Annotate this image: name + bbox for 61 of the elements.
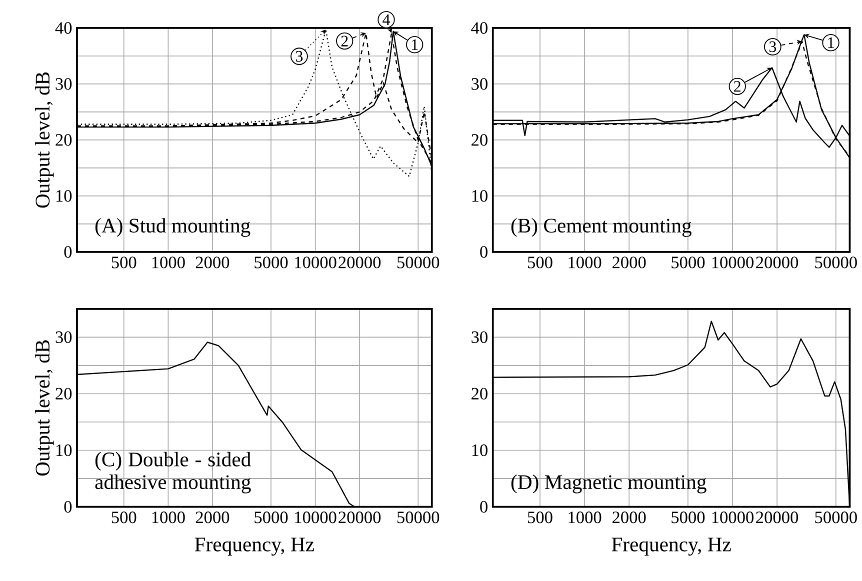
series-label: 1 <box>828 38 834 48</box>
x-tick-label: 20000 <box>756 512 798 524</box>
x-tick-label: 20000 <box>756 256 798 268</box>
x-tick-label: 5000 <box>672 512 705 524</box>
y-axis-title: Output level, dB <box>35 72 54 208</box>
x-tick-label: 2000 <box>612 512 646 524</box>
y-tick-label: 30 <box>56 78 72 90</box>
y-tick-label: 10 <box>472 444 488 456</box>
x-tick-label: 50000 <box>397 512 440 524</box>
x-tick-label: 50000 <box>815 512 857 524</box>
y-tick-label: 20 <box>472 388 488 400</box>
x-tick-label: 1000 <box>152 256 185 268</box>
y-tick-label: 10 <box>56 190 72 202</box>
x-axis-title: Frequency, Hz <box>194 538 314 556</box>
y-tick-label: 30 <box>56 331 72 344</box>
x-tick-label: 20000 <box>338 512 381 524</box>
x-axis-title: Frequency, Hz <box>612 538 731 556</box>
text: (C) Double - sided adhesive mounting <box>95 452 251 494</box>
x-tick-label: 500 <box>112 512 136 524</box>
y-tick-label: 20 <box>472 134 488 146</box>
x-tick-label: 500 <box>528 256 552 268</box>
x-tick-label: 1000 <box>152 512 185 524</box>
y-tick-label: 30 <box>472 78 488 90</box>
x-tick-label: 5000 <box>254 256 288 268</box>
x-tick-label: 5000 <box>254 512 288 524</box>
x-tick-label: 1000 <box>568 512 602 524</box>
y-tick-label: 40 <box>55 22 72 34</box>
y-tick-label: 0 <box>480 501 488 513</box>
legend-label: 3 <box>296 51 303 62</box>
legend-label: 3 <box>769 41 776 52</box>
y-tick-label: 20 <box>56 134 72 146</box>
x-tick-label: 50000 <box>397 256 440 268</box>
x-tick-label: 500 <box>112 256 136 268</box>
text: (B) Cement mounting <box>511 218 692 237</box>
text: (A) Stud mounting <box>95 218 250 237</box>
x-tick-label: 20000 <box>338 256 381 268</box>
y-tick-label: 0 <box>64 501 72 513</box>
y-tick-label: 10 <box>56 444 72 456</box>
y-tick-label: 0 <box>480 246 488 258</box>
x-tick-label: 2000 <box>612 256 646 268</box>
x-tick-label: 10000 <box>295 512 336 524</box>
x-tick-label: 2000 <box>196 256 230 268</box>
legend-label: 2 <box>341 36 348 46</box>
legend-label: 1 <box>412 39 418 50</box>
x-tick-label: 10000 <box>295 256 336 268</box>
x-tick-label: 500 <box>528 512 552 524</box>
y-tick-label: 0 <box>64 246 72 258</box>
x-tick-label: 2000 <box>196 512 230 524</box>
series-label: 4 <box>382 14 390 26</box>
x-tick-label: 5000 <box>672 256 705 268</box>
y-axis-title: Output level, dB <box>35 340 54 476</box>
x-tick-label: 10000 <box>712 512 754 524</box>
y-tick-label: 40 <box>471 22 488 34</box>
y-tick-label: 10 <box>472 190 488 202</box>
legend-label: 2 <box>734 81 740 92</box>
x-tick-label: 50000 <box>815 256 857 268</box>
x-tick-label: 10000 <box>712 256 754 268</box>
text: (D) Magnetic mounting <box>511 474 706 494</box>
x-tick-label: 1000 <box>568 256 602 268</box>
y-tick-label: 30 <box>472 331 488 344</box>
y-tick-label: 20 <box>56 388 72 400</box>
